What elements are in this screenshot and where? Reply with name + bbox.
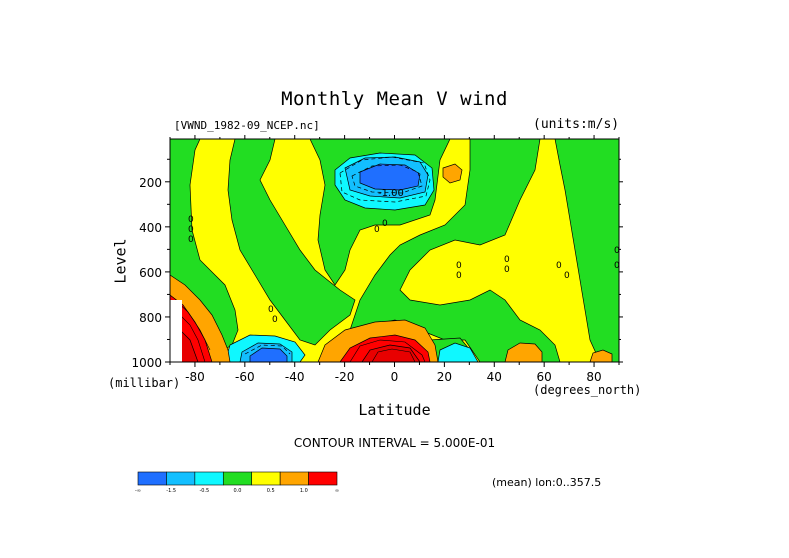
colorbar-swatch [166,471,196,486]
contour-label: 0 [268,305,274,315]
mean-longitude-note: (mean) lon:0..357.5 [492,476,602,489]
contour-label: 0 [188,225,194,235]
dataset-filename: [VWND_1982-09_NCEP.nc] [174,119,320,132]
contour-label-neg: -1.00 [378,188,404,199]
x-tick-label: -60 [235,370,255,384]
colorbar-swatch [222,471,253,486]
x-tick-label: -80 [185,370,205,384]
y-axis: 200 400 600 800 1000 [131,158,623,370]
contour-label: 0 [504,255,510,265]
units-label: (units:m/s) [533,117,620,132]
x-axis-label: Latitude [358,401,431,419]
contour-label: 0 [188,215,194,225]
contour-label: 0 [564,271,570,281]
x-tick-label: 80 [586,370,601,384]
x-tick-label: 40 [487,370,502,384]
colorbar-tick-label: 1.0 [300,488,308,494]
y-axis-units: (millibar) [108,376,181,390]
x-tick-label: 20 [437,370,452,384]
colorbar-swatch [279,471,309,486]
x-axis: -80 -60 -40 -20 0 20 40 60 80 [169,135,620,384]
contour-label: 0 [456,261,462,271]
contour-interval-label: CONTOUR INTERVAL = 5.000E-01 [293,436,496,450]
contour-label: 0 [272,315,278,325]
contour-label: 0 [188,235,194,245]
colorbar-tick-label: -0.5 [199,488,209,494]
negative-contours [244,156,431,355]
colorbar-tick-label: -1.5 [166,488,176,494]
x-tick-label: 0 [391,370,399,384]
contour-label: 0 [614,246,620,256]
colorbar-swatch [194,471,224,486]
plot-area: 0 0 0 0 0 0 0 0 0 0 0 0 0 0 0 -1.00 [170,139,620,362]
colorbar-tick-label: -∞ [135,488,141,494]
colorbar-swatch [137,471,167,486]
contour-label: 0 [374,225,380,235]
chart-title: Monthly Mean V wind [281,88,508,110]
contour-label: 0 [382,219,388,229]
x-axis-units: (degrees_north) [533,383,642,397]
dark-red-regions [179,329,421,362]
blue-regions [249,163,421,362]
contour-label: 0 [614,261,620,271]
x-tick-label: -40 [285,370,305,384]
zero-labels: 0 0 0 0 0 0 0 0 0 0 0 0 0 0 0 [188,215,620,325]
contour-label: 0 [556,261,562,271]
y-tick-label: 600 [139,266,162,280]
colorbar-tick-label: 0.5 [267,488,275,494]
x-tick-label: 60 [537,370,552,384]
colorbar: -∞ -1.5 -0.5 0.0 0.5 1.0 ∞ [135,471,339,494]
missing-data-region [170,300,182,362]
colorbar-tick-label: ∞ [335,488,339,494]
y-tick-label: 400 [139,221,162,235]
contour-label: 0 [504,265,510,275]
colorbar-swatch [308,471,338,486]
y-tick-label: 200 [139,176,162,190]
x-tick-label: -20 [335,370,355,384]
y-tick-label: 1000 [131,356,162,370]
colorbar-swatch [251,471,281,486]
colorbar-tick-label: 0.0 [234,488,242,494]
contour-label: 0 [456,271,462,281]
y-tick-label: 800 [139,311,162,325]
